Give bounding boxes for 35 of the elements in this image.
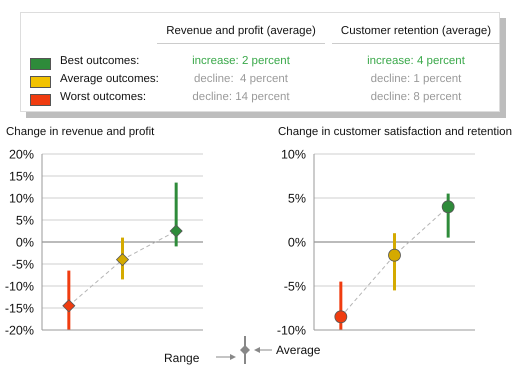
text: increase: 4 percent — [366, 55, 466, 67]
y-tick-label: 0% — [16, 235, 34, 250]
text: Customer retention (average) — [332, 25, 500, 44]
text: increase: 2 percent — [191, 55, 291, 67]
text: Best outcomes: — [60, 55, 140, 67]
point — [170, 224, 183, 238]
y-tick-label: -20% — [4, 323, 34, 338]
y-tick-label: 20% — [8, 147, 34, 162]
chart-title: Change in revenue and profit — [6, 126, 154, 138]
chart-title: Change in customer satisfaction and retention — [278, 126, 512, 138]
point — [116, 253, 129, 266]
y-tick-label: -10% — [276, 323, 306, 338]
text: decline: 1 percent — [370, 73, 462, 85]
y-tick-label: 5% — [288, 191, 306, 206]
y-tick-label: 15% — [8, 169, 34, 184]
y-tick-label: 5% — [16, 213, 34, 228]
text: decline: 8 percent — [370, 91, 462, 103]
text: decline: 4 percent — [193, 73, 289, 85]
y-tick-label: -5% — [12, 257, 34, 272]
point — [388, 248, 401, 262]
text: decline: 14 percent — [191, 91, 291, 103]
y-tick-label: -15% — [4, 301, 34, 316]
y-tick-label: -5% — [284, 279, 306, 294]
text: Revenue and profit (average) — [157, 25, 325, 44]
point — [442, 200, 455, 214]
text: Average outcomes: — [60, 73, 159, 85]
text: Worst outcomes: — [60, 91, 146, 103]
text: Average — [276, 343, 320, 357]
y-tick-label: 10% — [280, 147, 306, 162]
y-tick-label: 0% — [288, 235, 306, 250]
text: Range — [164, 351, 200, 365]
y-tick-label: 10% — [8, 191, 34, 206]
point — [62, 299, 76, 312]
point — [334, 310, 348, 324]
y-tick-label: -10% — [4, 279, 34, 294]
